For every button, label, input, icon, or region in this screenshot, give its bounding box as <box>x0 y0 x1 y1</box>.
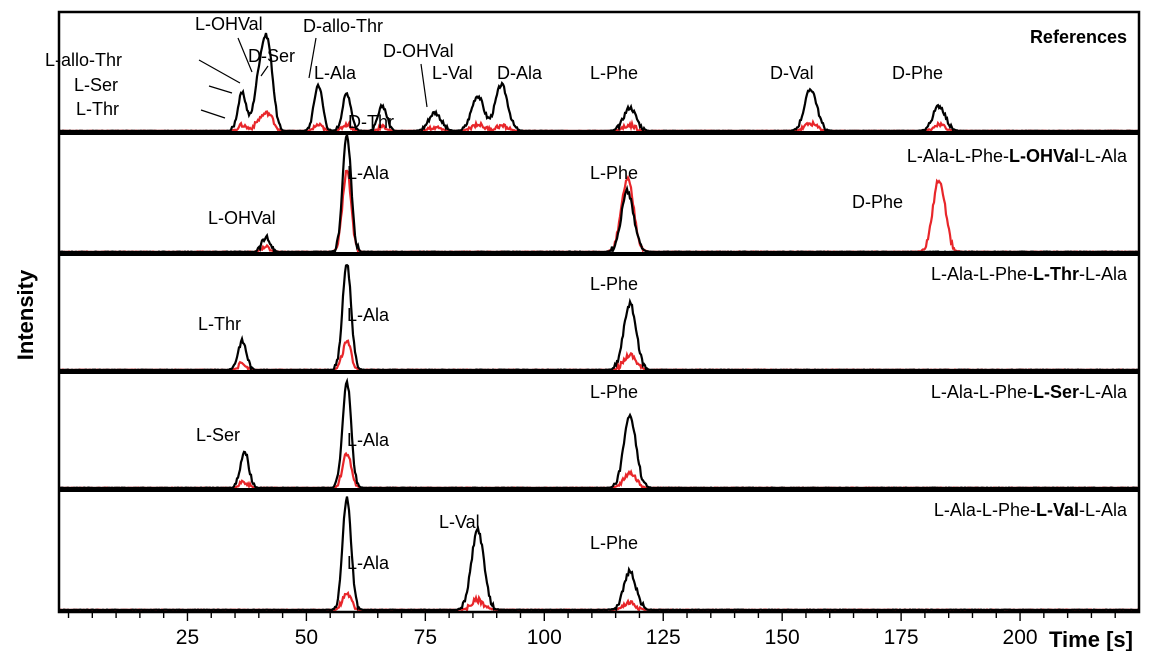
panel-title: L-Ala-L-Phe-L-Ser-L-Ala <box>931 382 1128 402</box>
panels-layer: L-Thr L-Ser L-allo-Thr L-OHVal D-Ser D-allo-T… <box>45 10 1141 614</box>
y-axis-label: Intensity <box>13 269 38 360</box>
peak-label: L-Phe <box>590 274 638 294</box>
leader-line <box>237 37 253 73</box>
peak-label: D-Val <box>770 63 814 83</box>
peak-label: L-Phe <box>590 533 638 553</box>
x-tick-label: 200 <box>1003 626 1038 649</box>
x-tick-label: 75 <box>414 626 437 649</box>
leader-line <box>260 65 269 77</box>
panel-title-part: L-Ser <box>1033 382 1079 402</box>
peak-label: L-Ala <box>347 305 390 325</box>
panel-title-part: -L-Ala <box>1079 500 1128 520</box>
peak-label: L-OHVal <box>195 14 263 34</box>
panel-title-part: L-OHVal <box>1009 146 1079 166</box>
peak-label: L-Val <box>432 63 473 83</box>
panel-title-part: -L-Ala <box>1079 146 1128 166</box>
x-tick-label: 50 <box>295 626 318 649</box>
panel-title-part: L-Val <box>1036 500 1079 520</box>
peak-label: D-Phe <box>852 192 903 212</box>
x-tick-label: 175 <box>884 626 919 649</box>
x-tick-label: 100 <box>527 626 562 649</box>
peak-label: L-Thr <box>76 99 119 119</box>
panel-title: L-Ala-L-Phe-L-Thr-L-Ala <box>931 264 1128 284</box>
x-axis: 25 50 75 100 125 150 175 200 <box>67 612 1116 649</box>
peak-label: L-Val <box>439 512 480 532</box>
peak-label: D-Ala <box>497 63 543 83</box>
peak-label: D-Thr <box>348 112 394 132</box>
peak-label: L-OHVal <box>208 208 276 228</box>
trace-red <box>58 451 1139 490</box>
panel-1: L-Thr L-Ser L-allo-Thr L-OHVal D-Ser D-allo-T… <box>45 14 1140 135</box>
peak-label: D-OHVal <box>383 41 454 61</box>
peak-label: L-Phe <box>590 163 638 183</box>
panel-title: References <box>1030 27 1127 47</box>
x-tick-label: 25 <box>176 626 199 649</box>
x-tick-label: 125 <box>646 626 681 649</box>
peak-label: L-Ser <box>74 75 118 95</box>
peak-label: D-allo-Thr <box>303 16 383 36</box>
trace-red <box>58 590 1140 613</box>
panel-title-part: L-Ala-L-Phe- <box>931 264 1033 284</box>
panel-title-part: L-Ala-L-Phe- <box>934 500 1036 520</box>
panel-title-part: References <box>1030 27 1127 47</box>
panel-title-part: -L-Ala <box>1079 264 1128 284</box>
panel-title-part: L-Ala-L-Phe- <box>931 382 1033 402</box>
leader-line <box>200 109 226 119</box>
peak-label: L-Ala <box>314 63 357 83</box>
leader-line <box>198 59 241 84</box>
peak-label: L-allo-Thr <box>45 50 122 70</box>
peak-label: L-Ala <box>347 553 390 573</box>
x-tick-label: 150 <box>765 626 800 649</box>
panel-title: L-Ala-L-Phe-L-Val-L-Ala <box>934 500 1128 520</box>
peak-label: L-Ala <box>347 163 390 183</box>
trace-black <box>58 263 1139 372</box>
peak-label: D-Phe <box>892 63 943 83</box>
peak-label: L-Phe <box>590 382 638 402</box>
peak-label: L-Ser <box>196 425 240 445</box>
panel-title-part: L-Ala-L-Phe- <box>907 146 1009 166</box>
panel-title-part: L-Thr <box>1033 264 1079 284</box>
peak-label: L-Ala <box>347 430 390 450</box>
peak-label: D-Ser <box>248 46 295 66</box>
peak-label: L-Thr <box>198 314 241 334</box>
panel-title-part: -L-Ala <box>1079 382 1128 402</box>
panel-title: L-Ala-L-Phe-L-OHVal-L-Ala <box>907 146 1128 166</box>
leader-line <box>208 85 233 94</box>
plot-frame <box>57 10 1141 614</box>
trace-black <box>59 496 1140 612</box>
leader-line <box>308 37 317 79</box>
leader-line <box>420 63 428 108</box>
trace-red <box>58 339 1140 372</box>
x-axis-label: Time [s] <box>1049 627 1133 651</box>
trace-red <box>59 110 1139 135</box>
peak-label: L-Phe <box>590 63 638 83</box>
